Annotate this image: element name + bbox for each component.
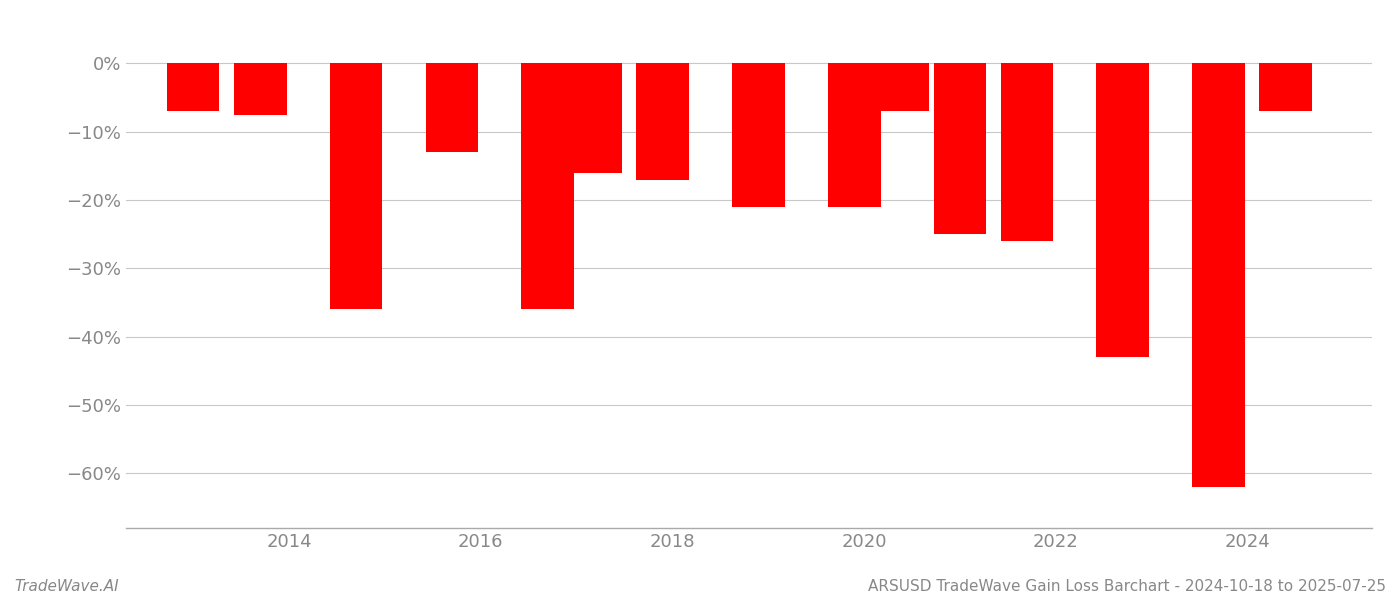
Bar — [876, 64, 928, 111]
Bar — [1193, 64, 1245, 487]
Bar — [570, 64, 622, 173]
Bar — [1260, 64, 1312, 111]
Bar — [521, 64, 574, 310]
Bar — [329, 64, 382, 310]
Bar — [637, 64, 689, 179]
Bar — [732, 64, 785, 207]
Bar — [934, 64, 986, 234]
Bar — [234, 64, 287, 115]
Bar — [1096, 64, 1149, 357]
Bar — [426, 64, 479, 152]
Text: ARSUSD TradeWave Gain Loss Barchart - 2024-10-18 to 2025-07-25: ARSUSD TradeWave Gain Loss Barchart - 20… — [868, 579, 1386, 594]
Bar — [1001, 64, 1053, 241]
Bar — [167, 64, 220, 111]
Bar — [827, 64, 881, 207]
Text: TradeWave.AI: TradeWave.AI — [14, 579, 119, 594]
